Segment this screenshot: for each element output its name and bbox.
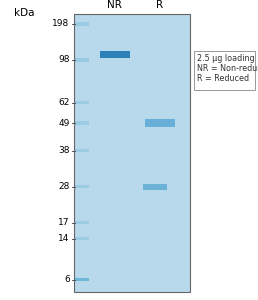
Text: NR = Non-reduced: NR = Non-reduced [197,64,258,73]
Bar [75,221,89,224]
Text: NR: NR [107,1,122,10]
Bar [142,184,167,190]
Text: 198: 198 [52,20,70,28]
Bar [74,14,190,292]
Bar [75,22,89,26]
Bar [75,58,89,62]
Text: 62: 62 [58,98,70,107]
Bar [75,121,89,125]
Bar [75,101,89,104]
Text: kDa: kDa [14,8,35,17]
Bar [75,149,89,152]
Bar [194,51,255,90]
Bar [75,185,89,188]
Bar [100,51,130,58]
Text: 14: 14 [58,234,70,243]
Bar [75,237,89,240]
Text: 17: 17 [58,218,70,227]
Text: 38: 38 [58,146,70,155]
Bar [75,278,89,281]
Text: 6: 6 [64,275,70,284]
Text: 2.5 μg loading: 2.5 μg loading [197,54,254,63]
Text: 49: 49 [58,118,70,127]
Text: 98: 98 [58,56,70,64]
Text: R = Reduced: R = Reduced [197,74,249,83]
Bar [145,119,175,127]
Text: 28: 28 [58,182,70,191]
Text: R: R [156,1,164,10]
